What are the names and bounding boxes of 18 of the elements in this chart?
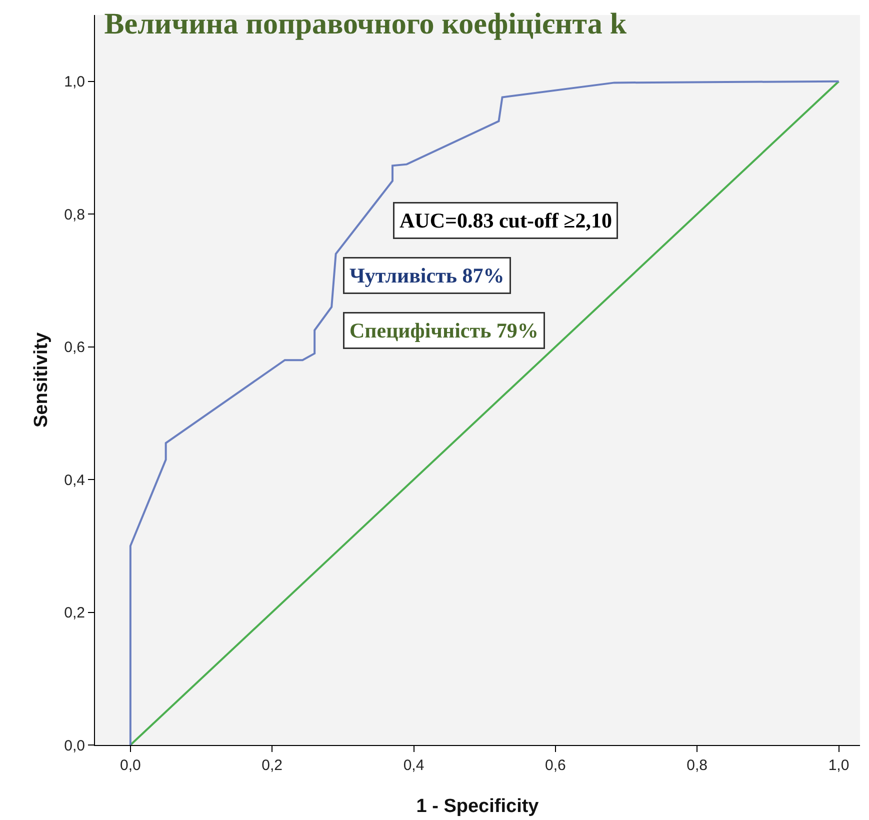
chart-title: Величина поправочного коефіцієнта k bbox=[104, 7, 627, 40]
x-tick-label: 0,4 bbox=[403, 757, 424, 774]
x-tick-label: 0,0 bbox=[120, 757, 141, 774]
x-tick-label: 0,2 bbox=[262, 757, 283, 774]
annotation: AUC=0.83 cut-off ≥2,10 bbox=[400, 208, 612, 232]
y-tick-label: 1,0 bbox=[64, 74, 85, 91]
y-tick-label: 0,0 bbox=[64, 737, 85, 754]
y-tick-label: 0,4 bbox=[64, 472, 85, 489]
y-tick-label: 0,8 bbox=[64, 206, 85, 224]
x-tick-label: 1,0 bbox=[828, 757, 850, 774]
x-tick-label: 0,6 bbox=[544, 757, 566, 774]
y-tick-label: 0,6 bbox=[64, 339, 85, 356]
x-axis-title: 1 - Specificity bbox=[416, 796, 540, 817]
x-tick-label: 0,8 bbox=[686, 757, 708, 774]
y-tick-label: 0,2 bbox=[64, 604, 85, 622]
annotation: Чутливість 87% bbox=[350, 264, 504, 288]
y-axis-title: Sensitivity bbox=[31, 332, 52, 428]
annotation: Специфічність 79% bbox=[350, 318, 538, 342]
